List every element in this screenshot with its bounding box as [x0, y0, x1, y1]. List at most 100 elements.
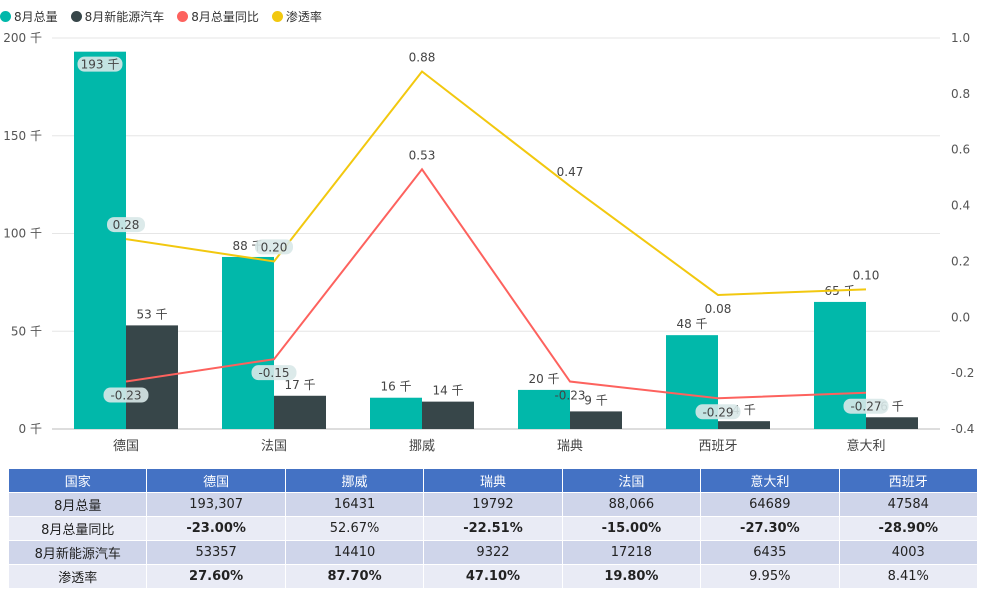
bar — [74, 51, 126, 430]
legend-label: 8月新能源汽车 — [84, 9, 165, 24]
bar — [370, 397, 422, 429]
table-header-cell: 瑞典 — [423, 468, 563, 493]
legend-marker-icon — [0, 10, 11, 22]
line-data-label: -0.15 — [258, 366, 289, 380]
line-data-label-bg — [107, 217, 145, 233]
table-row-label: 渗透率 — [7, 564, 148, 589]
table-cell: -28.90% — [838, 516, 979, 541]
chart-svg: 0 千 50 千 100 千 150 千 200 千 -0.4 -0.2 0.0 0.2 0.4 0… — [3, 31, 974, 454]
table-header-cell: 意大利 — [700, 468, 840, 493]
table-cell: 47.10% — [423, 564, 563, 589]
line-data-label: 0.53 — [409, 148, 436, 162]
table-cell: 52.67% — [284, 516, 425, 541]
combo-chart: 0 千 50 千 100 千 150 千 200 千 -0.4 -0.2 0.0 0.2 0.4 0… — [3, 31, 974, 454]
bar — [718, 421, 770, 429]
bar-data-label: 53 千 — [136, 307, 167, 321]
table-cell: 9.95% — [700, 564, 840, 589]
chart-legend: 8月总量 8月新能源汽车 8月总量同比 渗透率 — [0, 6, 335, 26]
line-data-label: 0.88 — [409, 51, 436, 65]
y-right-tick-label: 0.0 — [951, 310, 970, 324]
x-tick-label: 挪威 — [409, 439, 435, 454]
table-cell: 27.60% — [146, 564, 286, 589]
legend-label: 8月总量同比 — [191, 9, 259, 24]
legend-item[interactable]: 渗透率 — [271, 8, 322, 25]
table-row-label: 8月新能源汽车 — [7, 540, 148, 565]
table-header-cell: 西班牙 — [838, 468, 979, 493]
y-right-tick-label: 0.2 — [951, 254, 970, 268]
bar — [274, 395, 326, 429]
table-cell: 9322 — [423, 540, 563, 565]
bar-data-label: 20 千 — [528, 372, 559, 386]
legend-item[interactable]: 8月总量 — [0, 8, 58, 25]
table-header-cell: 德国 — [146, 468, 286, 493]
table-cell: -22.51% — [423, 516, 563, 541]
table-header-cell: 国家 — [7, 468, 148, 493]
table-cell: -27.30% — [700, 516, 840, 541]
line-data-label: -0.23 — [110, 389, 141, 403]
table-row: 8月总量同比 -23.00% 52.67% -22.51% -15.00% -27.30%… — [7, 516, 979, 541]
y-left-tick-label: 150 千 — [3, 129, 42, 143]
x-tick-label: 瑞典 — [557, 439, 583, 454]
x-tick-label: 意大利 — [846, 438, 885, 454]
table-cell: 19.80% — [561, 564, 702, 589]
table-cell: -15.00% — [561, 516, 702, 541]
table-header-cell: 挪威 — [284, 468, 425, 493]
legend-marker-icon — [271, 10, 283, 22]
x-tick-label: 西班牙 — [698, 439, 737, 454]
line-data-label-bg — [843, 398, 889, 414]
table-cell: 88,066 — [561, 492, 702, 517]
table-header-cell: 法国 — [561, 468, 702, 493]
y-right-tick-label: -0.2 — [951, 366, 974, 380]
x-tick-label: 法国 — [261, 439, 287, 454]
table-cell: 193,307 — [146, 492, 286, 517]
bar-data-label: 17 千 — [284, 378, 315, 392]
table-row: 8月新能源汽车 53357 14410 9322 17218 6435 4003 — [7, 540, 979, 565]
bar-data-label: 9 千 — [584, 393, 607, 407]
bar-data-label: 48 千 — [676, 317, 707, 331]
bar — [866, 417, 918, 429]
table-row-label: 8月总量同比 — [7, 516, 148, 541]
table-header-row: 国家 德国 挪威 瑞典 法国 意大利 西班牙 — [7, 468, 979, 493]
bar — [570, 411, 622, 429]
line-series — [125, 70, 867, 296]
table-cell: 14410 — [284, 540, 425, 565]
line-data-label: 0.28 — [113, 218, 140, 232]
line-data-label: 0.08 — [705, 302, 732, 316]
table-cell: 8.41% — [838, 564, 979, 589]
line-data-label: 0.20 — [261, 240, 288, 254]
table-cell: 17218 — [561, 540, 702, 565]
table-cell: 47584 — [838, 492, 979, 517]
table-cell: 53357 — [146, 540, 286, 565]
bar-data-label: 14 千 — [432, 384, 463, 398]
y-right-tick-label: 0.8 — [951, 87, 970, 101]
y-left-tick-label: 0 千 — [19, 422, 42, 436]
table-cell: 4003 — [838, 540, 979, 565]
y-left-tick-label: 200 千 — [3, 31, 42, 45]
legend-label: 渗透率 — [285, 9, 322, 24]
bar — [422, 401, 474, 429]
legend-marker-icon — [177, 10, 189, 22]
line-data-label-bg — [255, 239, 293, 255]
data-table: 国家 德国 挪威 瑞典 法国 意大利 西班牙 8月总量 193,307 16431 19792 88… — [7, 468, 979, 589]
table-cell: 6435 — [700, 540, 840, 565]
line-data-label: -0.23 — [554, 389, 585, 403]
line-data-label-bg — [695, 404, 741, 420]
legend-item[interactable]: 8月新能源汽车 — [70, 8, 165, 25]
legend-item[interactable]: 8月总量同比 — [177, 8, 259, 25]
table-cell: 64689 — [700, 492, 840, 517]
table-row: 8月总量 193,307 16431 19792 88,066 64689 47584 — [7, 492, 979, 517]
bar-data-label-bg — [77, 56, 123, 72]
line-series — [125, 167, 867, 400]
table-cell: 16431 — [284, 492, 425, 517]
y-right-tick-label: 0.4 — [951, 199, 970, 213]
legend-marker-icon — [70, 10, 82, 22]
line-data-label: -0.27 — [850, 400, 881, 414]
table-row: 渗透率 27.60% 87.70% 47.10% 19.80% 9.95% 8.41% — [7, 564, 979, 589]
line-data-label: -0.29 — [702, 405, 733, 419]
line-data-label-bg — [103, 387, 149, 403]
bar-data-label: 193 千 — [81, 58, 120, 72]
bar — [518, 389, 570, 429]
bar — [222, 256, 274, 429]
table-cell: 87.70% — [284, 564, 425, 589]
y-right-tick-label: 1.0 — [951, 31, 970, 45]
